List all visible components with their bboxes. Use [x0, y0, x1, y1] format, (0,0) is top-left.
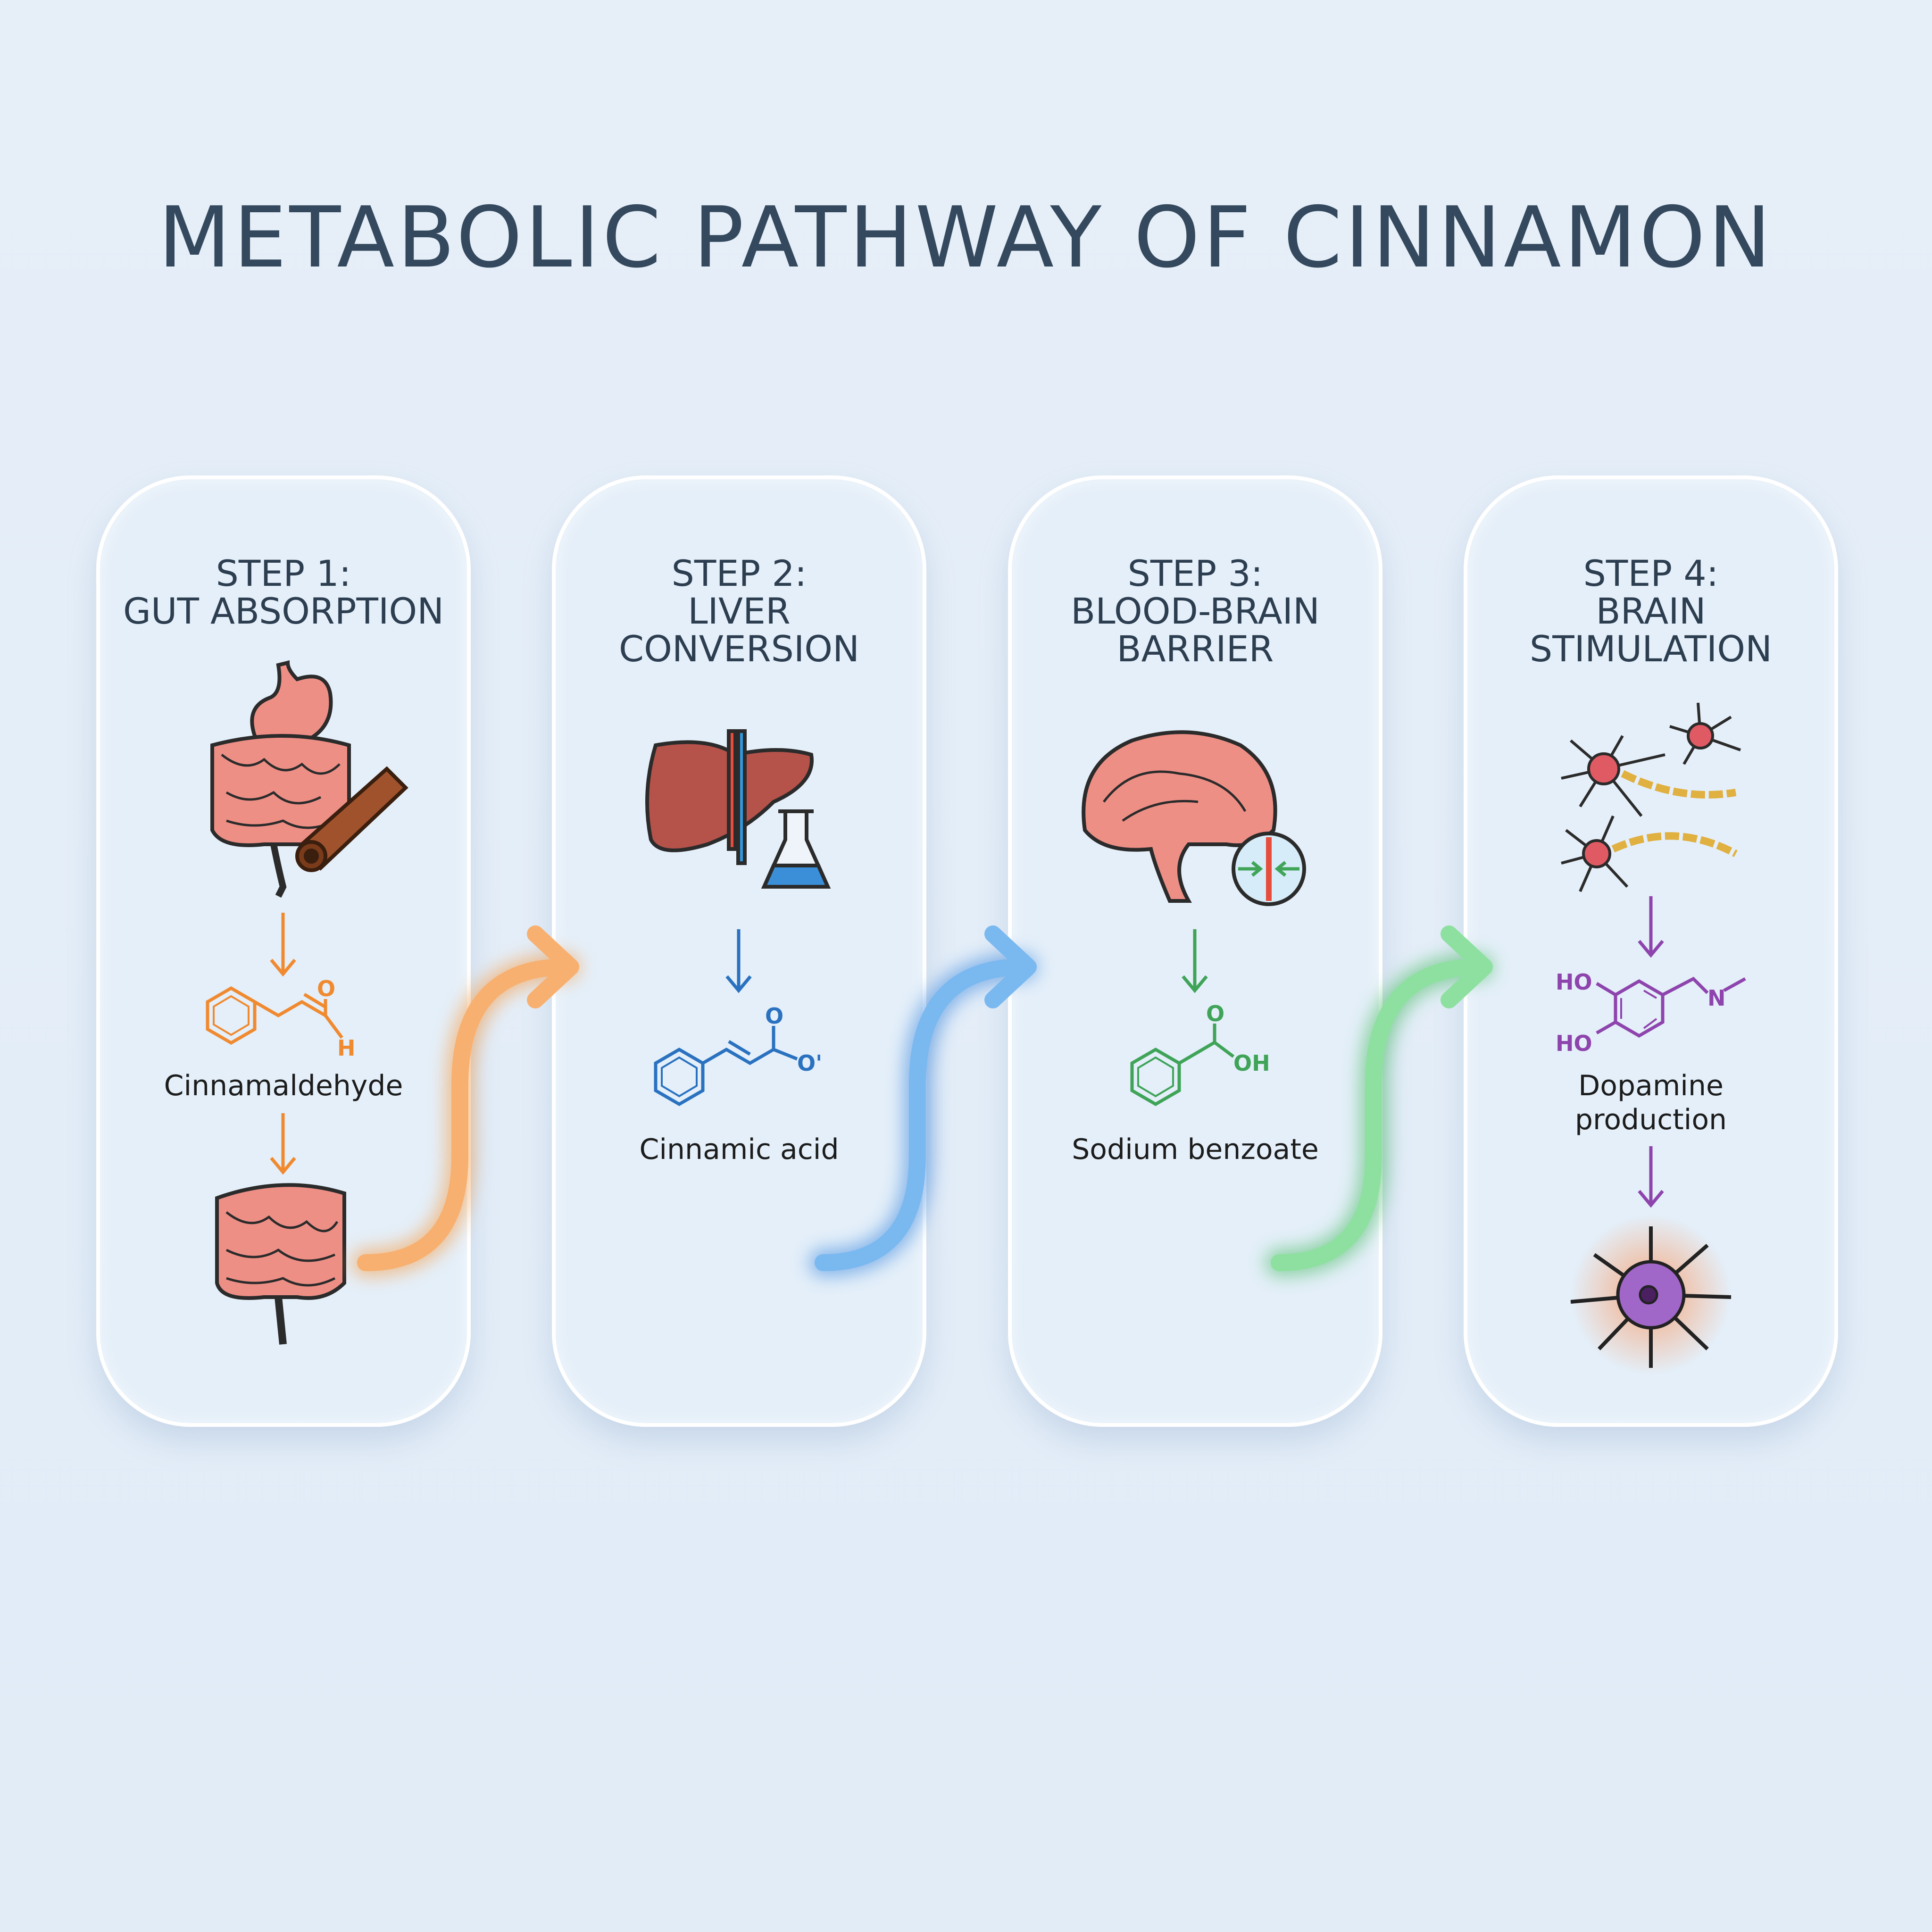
step-2-heading: STEP 2: LIVER CONVERSION	[556, 555, 923, 668]
arrowhead	[1638, 940, 1664, 958]
nitrogen-atom: N	[1707, 985, 1726, 1011]
cinnamaldehyde-label: Cinnamaldehyde	[164, 1069, 403, 1102]
label-line: Dopamine	[1578, 1069, 1724, 1102]
page-title: METABOLIC PATHWAY OF CINNAMON	[158, 189, 1774, 286]
hydrogen-atom: H	[337, 1035, 356, 1061]
step-title: BLOOD-BRAIN	[1071, 590, 1320, 632]
cinnamon-stick-icon	[295, 766, 408, 872]
step-number: STEP 4:	[1583, 552, 1719, 594]
connector-arrow-1	[351, 925, 580, 1277]
neurons-icon	[1561, 702, 1741, 892]
step-number: STEP 3:	[1127, 552, 1263, 594]
arrowhead	[270, 958, 296, 977]
step-number: STEP 1:	[216, 552, 351, 594]
hydroxyl-group: HO	[1556, 1031, 1592, 1056]
oxygen-atom: O	[317, 976, 335, 1001]
arrowhead	[1182, 975, 1208, 993]
label-line: production	[1574, 1103, 1727, 1136]
intestine-icon	[215, 1183, 346, 1345]
flask-icon	[761, 809, 831, 889]
step-title: BARRIER	[1116, 628, 1274, 670]
arrowhead	[270, 1157, 296, 1175]
connector-arrow-3	[1265, 925, 1494, 1277]
cinnamic-acid-molecule: O O'	[654, 1003, 822, 1107]
stomach-intestine-icon	[210, 660, 351, 898]
arrowhead	[725, 975, 752, 993]
step-3-heading: STEP 3: BLOOD-BRAIN BARRIER	[1012, 555, 1379, 668]
barrier-icon	[1232, 832, 1306, 906]
oxygen-atom: O	[1206, 1001, 1224, 1026]
oxygen-atom: O	[765, 1003, 783, 1029]
glowing-neuron-icon	[1570, 1215, 1732, 1375]
connector-arrow-2	[809, 925, 1038, 1277]
step-title: CONVERSION	[619, 628, 859, 670]
hydroxyl-group: OH	[1233, 1050, 1270, 1076]
oxygen-anion-atom: O'	[797, 1050, 822, 1076]
cinnamaldehyde-molecule: O H	[206, 976, 356, 1061]
dopamine-molecule: HO HO N	[1556, 969, 1746, 1056]
benzoic-acid-molecule: O OH	[1130, 1001, 1270, 1107]
step-title: BRAIN	[1596, 590, 1706, 632]
step-title: GUT ABSORPTION	[123, 590, 444, 632]
dopamine-label: Dopamine production	[1467, 1069, 1834, 1137]
liver-icon	[645, 729, 814, 865]
step-title: STIMULATION	[1530, 628, 1772, 670]
step-4-heading: STEP 4: BRAIN STIMULATION	[1467, 555, 1834, 668]
step-title: LIVER	[688, 590, 791, 632]
cinnamic-acid-label: Cinnamic acid	[639, 1133, 839, 1166]
step-number: STEP 2:	[671, 552, 807, 594]
step-1-heading: STEP 1: GUT ABSORPTION	[100, 555, 467, 630]
hydroxyl-group: HO	[1556, 969, 1592, 995]
arrowhead	[1638, 1190, 1664, 1208]
sodium-benzoate-label: Sodium benzoate	[1072, 1133, 1319, 1166]
